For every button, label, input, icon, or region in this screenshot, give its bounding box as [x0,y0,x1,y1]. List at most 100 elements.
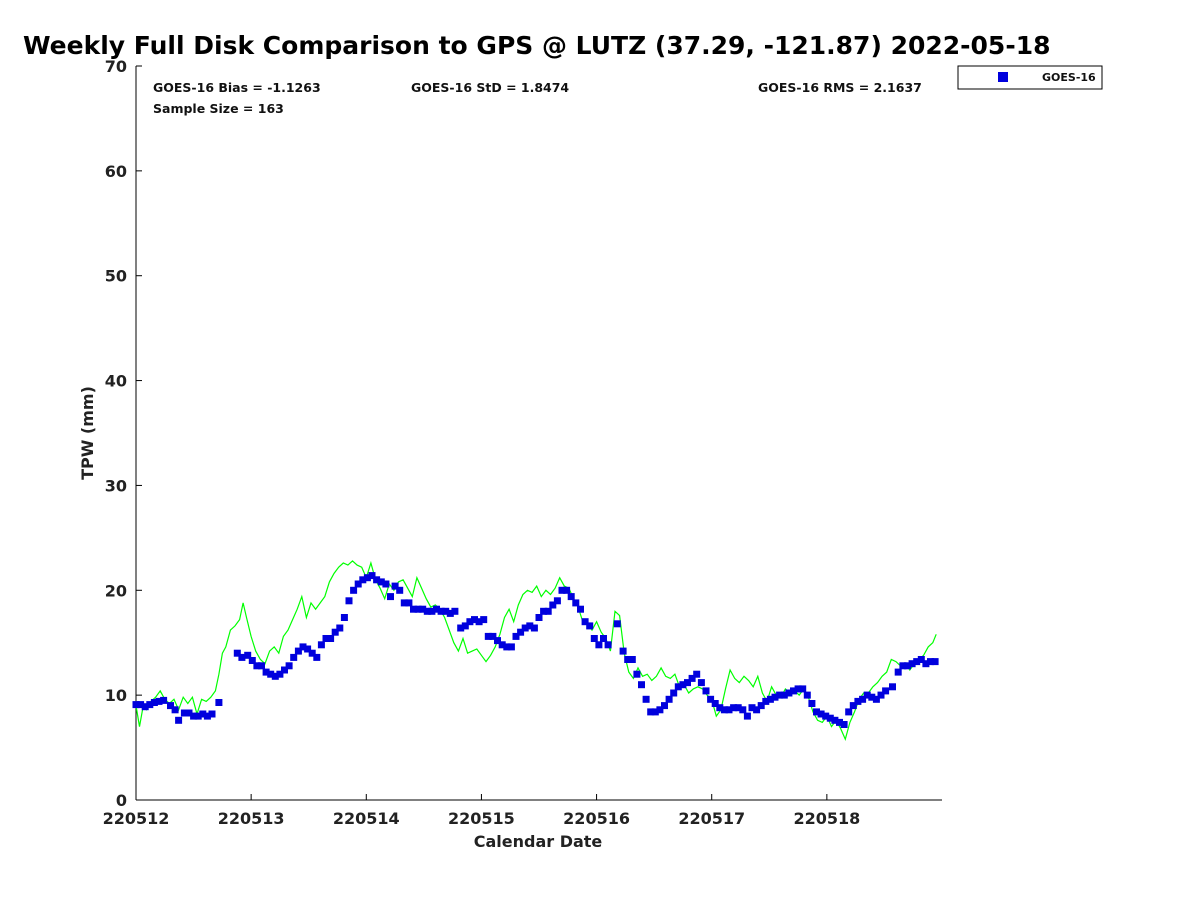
rms-stat: GOES-16 RMS = 2.1637 [758,80,922,95]
x-tick-label: 220517 [678,809,745,828]
goes16-point [377,578,385,586]
goes16-point [199,710,207,718]
goes16-point [313,653,321,661]
goes16-point [248,657,256,664]
goes16-point [927,658,934,666]
x-tick-label: 220518 [793,809,860,828]
goes16-point [572,599,580,607]
goes16-point [604,641,612,649]
goes16-point [304,645,312,653]
goes16-point [790,687,797,695]
legend-marker-goes16 [998,72,1008,82]
goes16-point [780,691,788,699]
goes16-point [581,618,589,626]
goes16-point [141,703,149,711]
goes16-point [633,670,641,678]
goes16-point [387,593,394,601]
goes16-point [368,572,376,580]
goes16-point [405,599,413,607]
goes16-point [391,582,399,590]
goes16-point [831,716,839,724]
y-tick-label: 70 [105,57,127,76]
goes16-point [471,616,478,624]
goes16-point [433,605,440,613]
x-tick-label: 220515 [448,809,515,828]
goes16-point [720,706,728,714]
goes16-point [267,670,275,678]
goes16-point [600,635,607,642]
goes16-point [258,662,265,670]
goes16-point [688,674,696,682]
goes16-point [590,635,598,642]
goes16-point [711,700,719,707]
goes16-point [180,709,188,717]
goes16-point [244,651,252,659]
y-tick-label: 50 [105,267,127,286]
goes16-point [808,700,816,707]
goes16-point [461,622,469,630]
goes16-point [442,607,450,615]
goes16-point [498,641,506,649]
goes16-point [345,597,353,605]
goes16-point [872,695,880,703]
goes16-point [670,689,678,697]
goes16-point [665,695,673,703]
legend-box [957,65,1103,90]
goes16-point [813,708,820,716]
goes16-point [382,580,390,588]
goes16-point [190,712,198,720]
goes16-point [150,699,158,706]
goes16-point [748,704,756,712]
goes16-point [276,670,284,678]
goes16-point [702,687,710,695]
goes16-point [899,662,907,670]
goes16-point [451,607,459,615]
goes16-point [540,607,548,615]
goes16-point [517,628,525,636]
goes16-point [336,624,344,632]
goes16-point [638,681,645,689]
goes16-point [868,693,876,701]
goes16-point [331,628,339,636]
goes16-point [730,704,738,712]
bias-stat: GOES-16 Bias = -1.1263 [153,80,321,95]
goes16-point [707,695,715,703]
goes16-point [803,691,811,699]
x-tick-label: 220516 [563,809,630,828]
goes16-point [160,696,168,704]
goes16-point [340,614,348,621]
goes16-scatter-series [132,572,939,728]
goes16-point [785,689,793,697]
goes16-point [503,643,511,651]
goes16-point [619,647,627,655]
goes16-point [656,706,664,714]
goes16-point [684,679,691,687]
goes16-point [155,697,163,705]
goes16-point [327,635,335,642]
goes16-point [799,685,807,693]
goes16-point [419,605,427,613]
goes16-point [845,708,853,716]
goes16-point [849,702,857,710]
goes16-point [595,641,603,649]
legend-label-goes16: GOES-16 [1042,71,1096,84]
goes16-point [766,695,774,703]
goes16-point [624,656,632,663]
sample-size-stat: Sample Size = 163 [153,101,284,116]
goes16-point [354,580,362,588]
goes16-point [290,653,298,661]
goes16-point [132,701,140,709]
goes16-point [146,701,154,709]
goes16-point [913,658,921,666]
goes16-point [233,649,241,657]
goes16-point [894,668,902,676]
goes16-point [317,641,325,649]
goes16-point [530,624,538,632]
goes16-point [428,607,436,615]
goes16-point [661,702,668,710]
goes16-point [613,620,621,628]
goes16-point [836,718,843,726]
goes16-point [350,586,358,594]
goes16-point [423,607,431,615]
goes16-point [262,668,270,676]
